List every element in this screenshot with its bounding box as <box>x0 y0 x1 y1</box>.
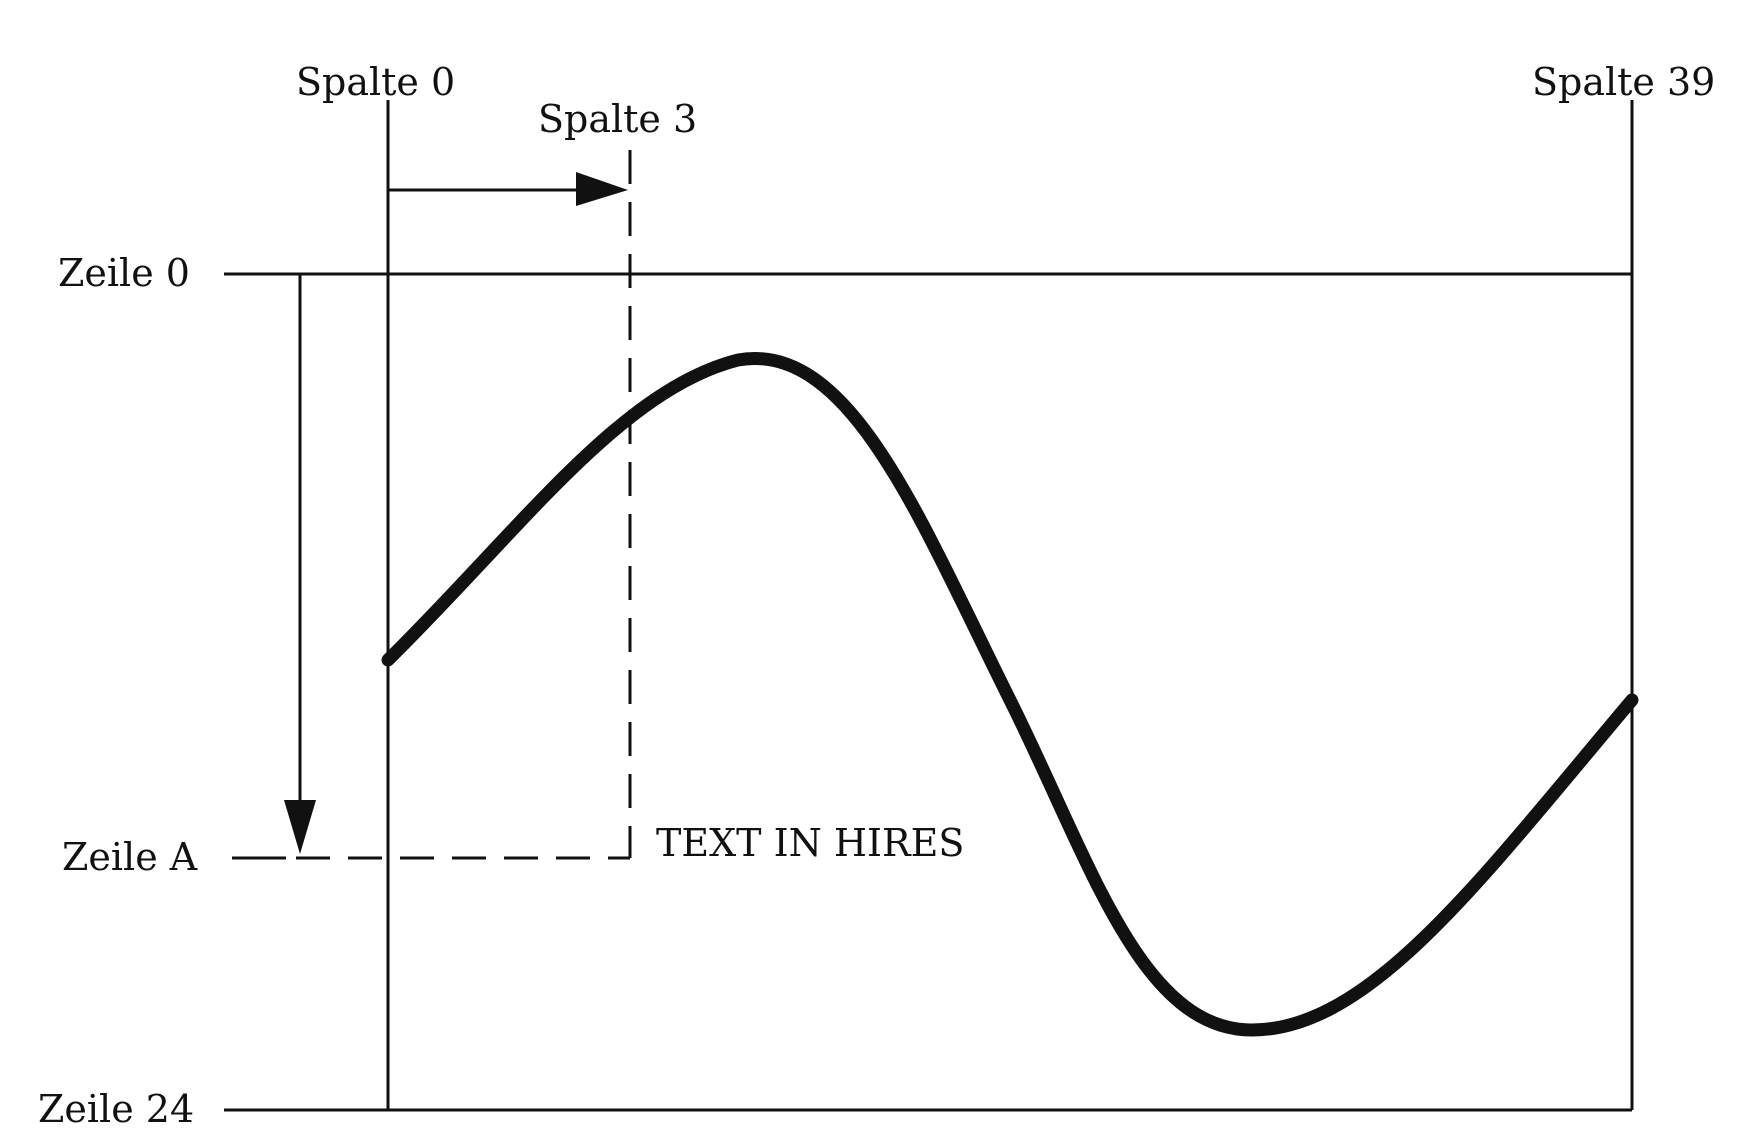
hires-graph-curve <box>381 352 1639 1037</box>
column-0-label: Spalte 0 <box>296 60 455 104</box>
column-3-label: Spalte 3 <box>538 97 697 141</box>
row-offset-arrowhead <box>284 800 316 854</box>
column-39-label: Spalte 39 <box>1532 60 1715 104</box>
column-offset-arrowhead <box>576 172 628 206</box>
row-0-label: Zeile 0 <box>58 251 190 295</box>
row-a-label: Zeile A <box>62 835 198 879</box>
row-24-label: Zeile 24 <box>38 1087 194 1131</box>
hires-text-label: TEXT IN HIRES <box>656 821 964 865</box>
